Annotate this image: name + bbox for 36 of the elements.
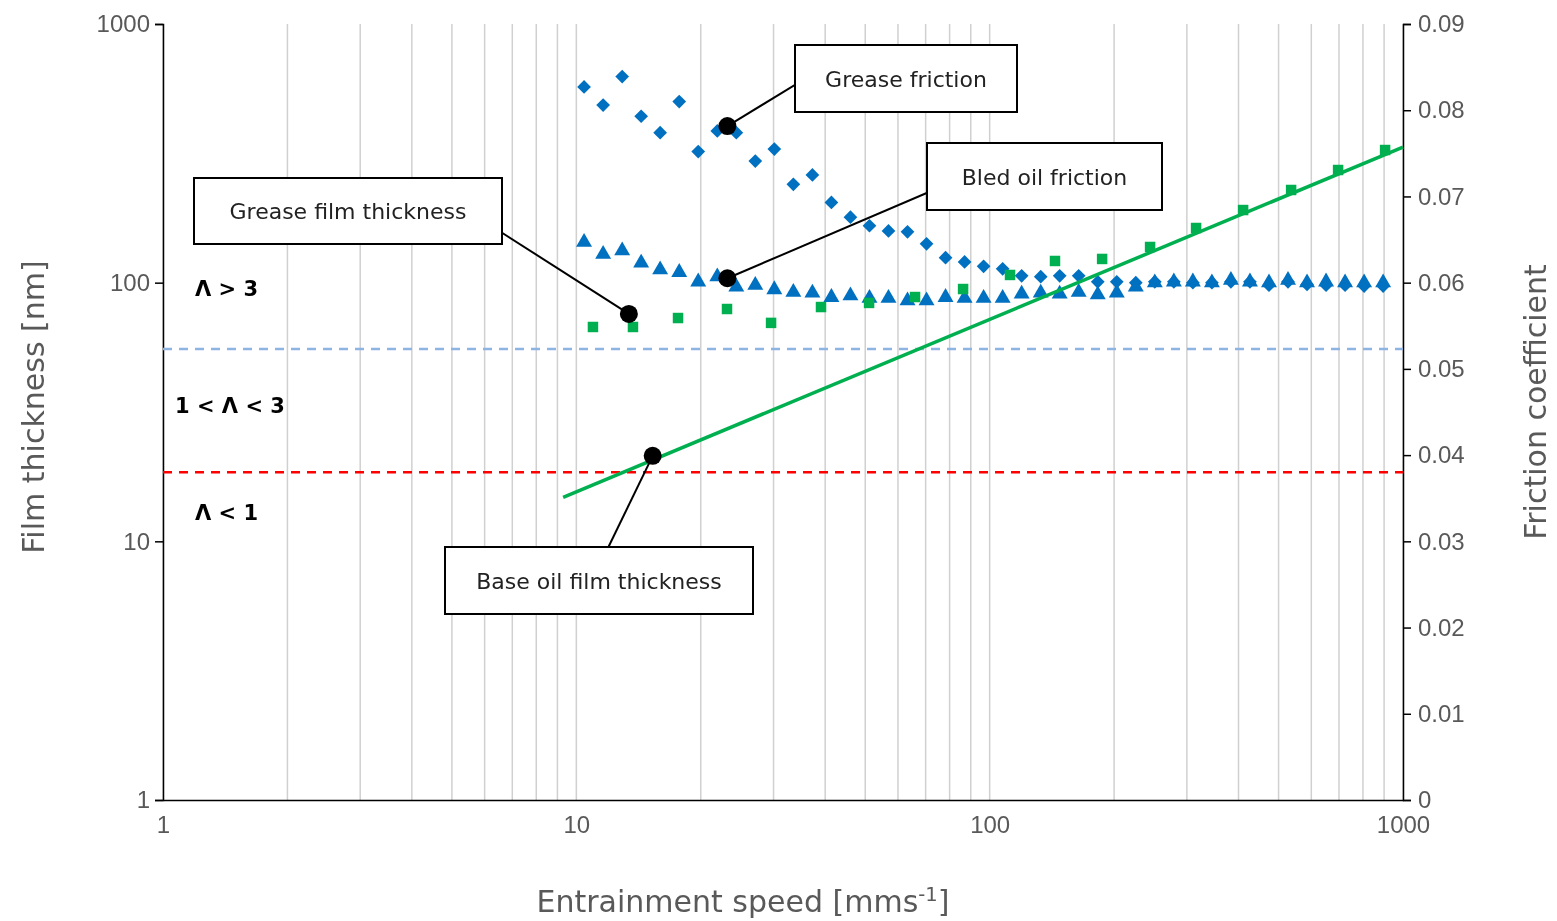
y2-tick-label: 0.01 <box>1418 699 1465 727</box>
annotation: Bled oil friction <box>961 164 1128 190</box>
y-tick-label: 100 <box>109 268 150 296</box>
annotation: Grease friction <box>825 66 987 92</box>
y2-tick-label: 0 <box>1418 786 1432 814</box>
point <box>815 301 827 313</box>
x-tick-label: 1 <box>156 811 171 838</box>
y2-tick-label: 0.05 <box>1418 355 1465 383</box>
annotation: Base oil film thickness <box>476 568 722 594</box>
annotation: Λ > 3 <box>195 277 259 301</box>
y-tick-label: 10 <box>123 527 150 555</box>
y-axis-title: Film thickness [nm] <box>16 260 51 554</box>
y2-axis-title: Friction coefficient <box>1518 263 1553 540</box>
y-tick-label: 1000 <box>96 10 150 38</box>
y2-tick-label: 0.04 <box>1418 441 1465 469</box>
y2-tick-label: 0.08 <box>1418 96 1465 124</box>
y-tick-label: 1 <box>136 786 150 814</box>
annotation: Grease film thickness <box>229 199 467 224</box>
x-axis-title: Entrainment speed [mms$^{-1}$] <box>536 882 950 919</box>
point <box>1004 269 1016 281</box>
point <box>1096 253 1108 265</box>
y2-tick-label: 0.09 <box>1418 10 1465 38</box>
point <box>721 303 733 315</box>
point <box>863 297 875 309</box>
point <box>909 291 921 303</box>
point <box>957 283 969 295</box>
x-tick-label: 1000 <box>1376 811 1431 838</box>
y2-tick-label: 0.06 <box>1418 268 1465 296</box>
y2-tick-label: 0.03 <box>1418 527 1465 555</box>
annotation: 1 < Λ < 3 <box>175 394 285 418</box>
y2-tick-label: 0.02 <box>1418 613 1465 641</box>
annotation: Λ < 1 <box>195 501 259 525</box>
point <box>1049 255 1061 267</box>
x-tick-label: 10 <box>563 811 591 838</box>
y2-tick-label: 0.07 <box>1418 182 1465 210</box>
x-tick-label: 100 <box>970 811 1011 838</box>
